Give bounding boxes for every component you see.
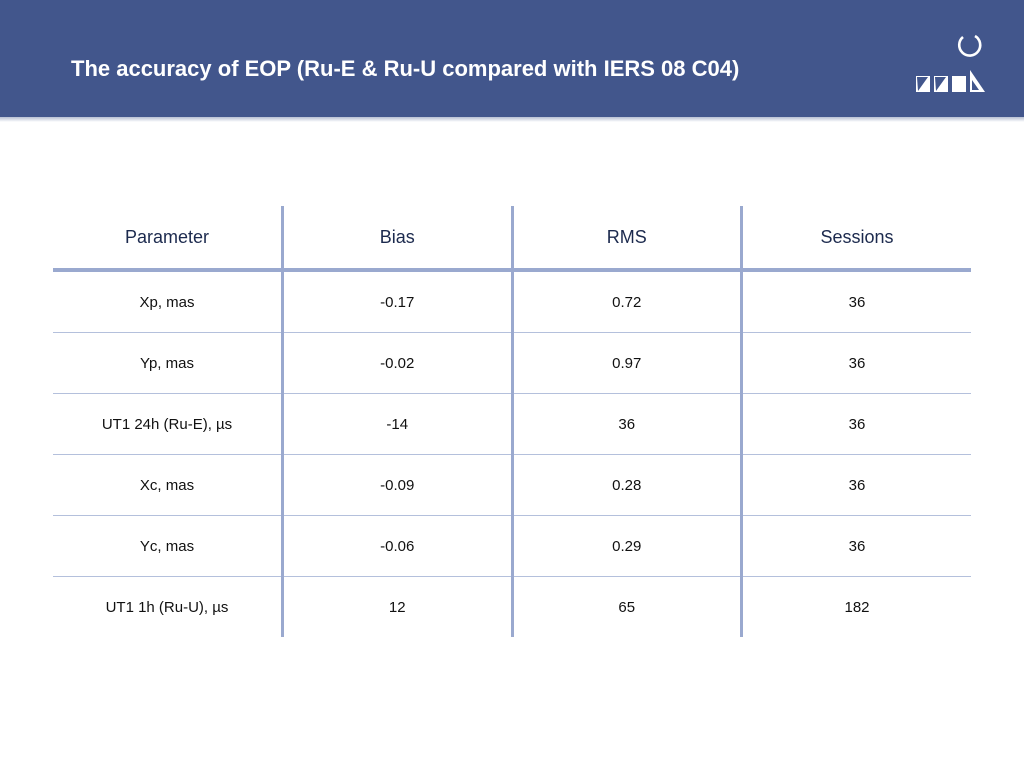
cell-sessions: 36 bbox=[740, 454, 971, 516]
cell-rms: 0.28 bbox=[510, 454, 742, 516]
slide-title: The accuracy of EOP (Ru-E & Ru-U compare… bbox=[71, 56, 740, 81]
header-rms: RMS bbox=[510, 206, 742, 272]
table-row: Xp, mas -0.17 0.72 36 bbox=[53, 270, 971, 333]
cell-sessions: 36 bbox=[740, 270, 971, 333]
table-row: Yp, mas -0.02 0.97 36 bbox=[53, 332, 971, 394]
header-bias: Bias bbox=[281, 206, 512, 272]
cell-parameter: Xp, mas bbox=[53, 270, 283, 333]
cell-parameter: Yc, mas bbox=[53, 515, 283, 577]
institute-logo-icon bbox=[916, 34, 985, 92]
cell-parameter: UT1 1h (Ru-U), µs bbox=[105, 598, 229, 616]
cell-bias: -0.09 bbox=[281, 454, 512, 516]
table-header-row: Parameter Bias RMS Sessions bbox=[53, 206, 971, 272]
cell-bias: 12 bbox=[281, 576, 512, 637]
cell-parameter: UT1 24h (Ru-E), µs bbox=[53, 393, 283, 455]
cell-rms: 0.29 bbox=[510, 515, 742, 577]
header-sessions: Sessions bbox=[740, 206, 971, 272]
cell-rms: 36 bbox=[510, 393, 742, 455]
cell-parameter: Yp, mas bbox=[53, 332, 283, 394]
cell-sessions: 182 bbox=[740, 576, 971, 637]
table-row: UT1 24h (Ru-E), µs -14 36 36 bbox=[53, 393, 971, 455]
cell-bias: -0.02 bbox=[281, 332, 512, 394]
header-bar bbox=[0, 0, 1024, 117]
eop-accuracy-table: Parameter Bias RMS Sessions Xp, mas -0.1… bbox=[53, 206, 971, 637]
table-row: Yc, mas -0.06 0.29 36 bbox=[53, 515, 971, 577]
cell-bias: -0.06 bbox=[281, 515, 512, 577]
cell-rms: 65 bbox=[510, 576, 742, 637]
cell-sessions: 36 bbox=[740, 393, 971, 455]
cell-bias: -14 bbox=[281, 393, 512, 455]
table-row: Xc, mas -0.09 0.28 36 bbox=[53, 454, 971, 516]
header-parameter: Parameter bbox=[53, 206, 283, 272]
table-row: UT1 1h (Ru-U), µs 12 65 182 bbox=[53, 576, 971, 637]
header-shadow bbox=[0, 117, 1024, 122]
cell-rms: 0.97 bbox=[510, 332, 742, 394]
cell-parameter: Xc, mas bbox=[53, 454, 283, 516]
cell-bias: -0.17 bbox=[281, 270, 512, 333]
cell-sessions: 36 bbox=[740, 332, 971, 394]
cell-rms: 0.72 bbox=[510, 270, 742, 333]
cell-sessions: 36 bbox=[740, 515, 971, 577]
